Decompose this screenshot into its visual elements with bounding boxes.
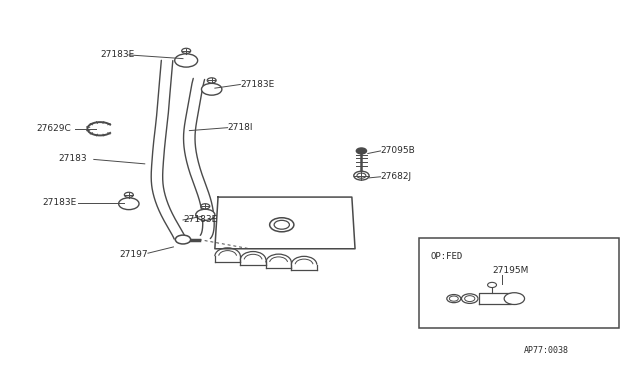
Text: 27197: 27197 (119, 250, 148, 259)
Text: 27183E: 27183E (241, 80, 275, 89)
Text: 27195M: 27195M (492, 266, 529, 275)
Text: 27682J: 27682J (381, 172, 412, 181)
Ellipse shape (449, 296, 458, 301)
Text: 27183E: 27183E (43, 198, 77, 207)
Ellipse shape (124, 192, 133, 198)
Ellipse shape (175, 235, 191, 244)
Text: 27183E: 27183E (100, 51, 134, 60)
Ellipse shape (175, 54, 198, 67)
Ellipse shape (357, 173, 366, 178)
Ellipse shape (354, 171, 369, 180)
Text: 2718I: 2718I (228, 123, 253, 132)
Polygon shape (479, 293, 511, 304)
Ellipse shape (202, 83, 222, 95)
Text: 27183E: 27183E (183, 215, 217, 224)
Text: 27183: 27183 (59, 154, 88, 163)
Ellipse shape (274, 220, 289, 229)
Polygon shape (215, 197, 355, 249)
Ellipse shape (504, 293, 525, 305)
Ellipse shape (182, 48, 191, 54)
Bar (419, 238, 620, 328)
Ellipse shape (196, 209, 215, 220)
Ellipse shape (488, 282, 497, 288)
Text: 27095B: 27095B (381, 147, 415, 155)
Ellipse shape (207, 78, 216, 83)
Text: AP77:0038: AP77:0038 (524, 346, 569, 355)
Text: OP:FED: OP:FED (430, 252, 463, 261)
Ellipse shape (465, 296, 475, 302)
Text: 27629C: 27629C (36, 124, 71, 133)
Ellipse shape (269, 218, 294, 232)
Ellipse shape (447, 295, 461, 303)
Ellipse shape (461, 294, 478, 304)
Ellipse shape (118, 198, 139, 210)
Ellipse shape (356, 148, 367, 154)
Ellipse shape (201, 204, 210, 209)
